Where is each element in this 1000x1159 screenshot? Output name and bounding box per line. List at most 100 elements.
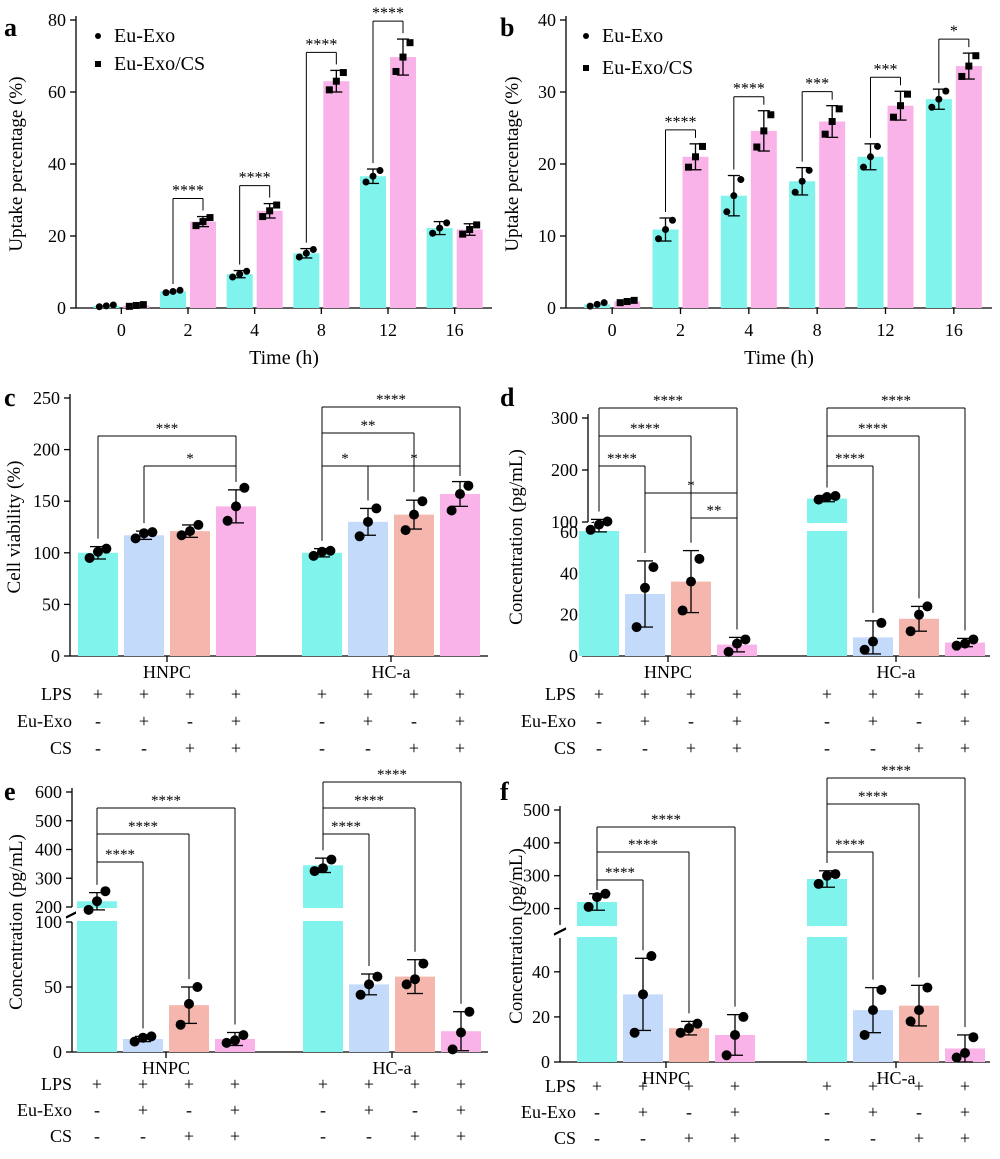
data-point bbox=[102, 302, 110, 310]
data-point bbox=[960, 1047, 970, 1058]
y-tick-label: 300 bbox=[551, 408, 578, 428]
panel-letter: f bbox=[500, 777, 509, 806]
data-point bbox=[176, 286, 184, 294]
data-point bbox=[951, 640, 962, 651]
data-point bbox=[92, 896, 102, 907]
data-point bbox=[740, 634, 751, 645]
data-point bbox=[935, 95, 943, 103]
significance-label: * bbox=[950, 23, 958, 40]
axis-break-mark bbox=[553, 928, 567, 936]
treatment-sign: + bbox=[456, 1100, 466, 1120]
significance-label: **** bbox=[628, 837, 658, 853]
bar-hnpc-0 bbox=[579, 525, 619, 656]
treatment-sign: + bbox=[914, 1076, 924, 1096]
data-point bbox=[630, 296, 638, 304]
treatment-sign: - bbox=[94, 1100, 100, 1120]
y-axis-label: Cell viability (%) bbox=[4, 461, 25, 594]
bar-eu-exo-cs-8 bbox=[819, 121, 846, 309]
significance-label: **** bbox=[733, 81, 765, 98]
data-point bbox=[897, 102, 904, 110]
data-point bbox=[466, 226, 474, 234]
data-point bbox=[876, 984, 887, 995]
y-tick-label: 20 bbox=[538, 154, 556, 174]
significance-label: **** bbox=[105, 847, 135, 863]
data-point bbox=[684, 1023, 694, 1034]
bar-eu-exo-cs-4 bbox=[750, 130, 777, 308]
treatment-sign: - bbox=[412, 1100, 418, 1120]
data-point bbox=[230, 1035, 240, 1046]
treatment-sign: + bbox=[960, 1128, 970, 1148]
data-point bbox=[686, 576, 696, 587]
data-point bbox=[309, 246, 317, 254]
treatment-sign: - bbox=[319, 738, 325, 758]
data-point bbox=[417, 496, 428, 507]
data-point bbox=[332, 77, 340, 85]
data-point bbox=[162, 289, 170, 297]
panel-letter: a bbox=[4, 13, 17, 42]
data-point bbox=[354, 531, 365, 542]
bar-eu-exo-12 bbox=[360, 176, 386, 308]
treatment-sign: + bbox=[732, 711, 742, 731]
data-point bbox=[646, 951, 657, 962]
data-point bbox=[169, 287, 177, 295]
data-point bbox=[193, 519, 204, 530]
significance-label: **** bbox=[835, 451, 865, 467]
group-label: HNPC bbox=[642, 1068, 690, 1088]
treatment-sign: - bbox=[688, 711, 694, 731]
significance-label: **** bbox=[605, 865, 635, 881]
significance-label: **** bbox=[305, 36, 337, 53]
data-point bbox=[273, 201, 281, 209]
data-point bbox=[473, 221, 481, 229]
data-point bbox=[130, 533, 141, 544]
data-point bbox=[648, 562, 659, 573]
group-label: HNPC bbox=[143, 662, 191, 682]
data-point bbox=[184, 998, 194, 1009]
bar-hc-a-3 bbox=[440, 493, 480, 656]
y-tick-label: 100 bbox=[551, 512, 578, 532]
treatment-sign: + bbox=[456, 1074, 466, 1094]
treatment-sign: + bbox=[138, 1074, 148, 1094]
treatment-sign: + bbox=[184, 1074, 194, 1094]
treatment-sign: + bbox=[868, 684, 878, 704]
data-point bbox=[372, 971, 383, 982]
treatment-sign: - bbox=[187, 711, 193, 731]
bar-eu-exo-cs-16 bbox=[955, 66, 982, 308]
treatment-sign: + bbox=[822, 1076, 832, 1096]
treatment-sign: - bbox=[640, 1128, 646, 1148]
treatment-label: Eu-Exo bbox=[17, 711, 72, 731]
data-point bbox=[914, 609, 924, 620]
treatment-sign: + bbox=[638, 1076, 648, 1096]
data-point bbox=[767, 111, 775, 119]
data-point bbox=[868, 636, 878, 647]
treatment-sign: - bbox=[140, 1126, 146, 1146]
data-point bbox=[392, 67, 400, 75]
data-point bbox=[677, 605, 688, 616]
significance-label: **** bbox=[376, 392, 406, 408]
bar-eu-exo-16 bbox=[925, 99, 952, 308]
data-point bbox=[692, 1018, 703, 1029]
bar-hnpc-1 bbox=[124, 535, 164, 656]
treatment-sign: + bbox=[410, 1074, 420, 1094]
treatment-sign: - bbox=[596, 738, 602, 758]
y-tick-label: 50 bbox=[44, 977, 62, 997]
treatment-sign: + bbox=[184, 1126, 194, 1146]
data-point bbox=[602, 516, 613, 527]
significance-label: * bbox=[341, 451, 349, 467]
y-tick-label: 60 bbox=[560, 522, 578, 542]
significance-label: **** bbox=[653, 393, 683, 409]
treatment-label: Eu-Exo bbox=[17, 1100, 72, 1120]
data-point bbox=[968, 634, 979, 645]
data-point bbox=[199, 218, 207, 226]
treatment-sign: - bbox=[319, 711, 325, 731]
data-point bbox=[737, 176, 745, 184]
treatment-sign: + bbox=[960, 1102, 970, 1122]
treatment-sign: + bbox=[185, 684, 195, 704]
bar-eu-exo-12 bbox=[857, 156, 884, 308]
data-point bbox=[362, 178, 370, 186]
treatment-sign: + bbox=[960, 684, 970, 704]
treatment-label: CS bbox=[50, 738, 72, 758]
significance-label: * bbox=[186, 451, 194, 467]
treatment-sign: + bbox=[230, 1100, 240, 1120]
data-point bbox=[443, 219, 451, 227]
treatment-sign: + bbox=[822, 684, 832, 704]
